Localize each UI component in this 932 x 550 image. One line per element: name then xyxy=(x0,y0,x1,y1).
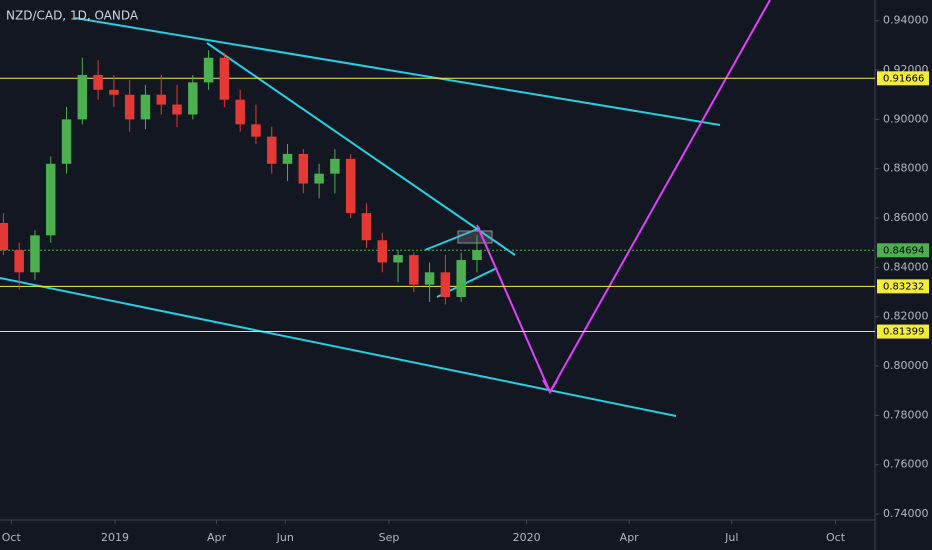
y-tick-label: 0.86000 xyxy=(883,211,929,224)
candle-body xyxy=(172,104,182,115)
x-tick-label: Sep xyxy=(379,531,400,544)
candle-body xyxy=(267,136,277,164)
arrow-head xyxy=(542,379,558,394)
x-tick-label: Apr xyxy=(207,531,227,544)
drawings xyxy=(0,0,771,417)
trend-line xyxy=(206,42,516,256)
candle-body xyxy=(409,255,419,285)
trend-line xyxy=(74,17,721,126)
candle-body xyxy=(109,89,119,95)
chart-title: NZD/CAD, 1D, OANDA xyxy=(6,9,139,23)
candle-body xyxy=(30,235,40,273)
candle-body xyxy=(393,255,403,263)
x-tick-label: Jul xyxy=(724,531,738,544)
candle-body xyxy=(314,173,324,184)
candle-body xyxy=(156,94,166,105)
y-tick-label: 0.84000 xyxy=(883,260,929,273)
x-tick-label: Oct xyxy=(826,531,846,544)
overlay: 0.940000.920000.900000.880000.860000.840… xyxy=(0,14,929,544)
candle-body xyxy=(188,82,198,115)
candle-body xyxy=(46,163,56,236)
y-tick-label: 0.76000 xyxy=(883,458,929,471)
y-tick-label: 0.90000 xyxy=(883,112,929,125)
x-tick-label: Oct xyxy=(2,531,22,544)
candle-body xyxy=(219,57,230,100)
price-label-box xyxy=(877,243,929,258)
price-label: 0.91666 xyxy=(883,73,924,84)
trend-line xyxy=(424,227,481,251)
candle-body xyxy=(14,250,24,273)
price-label: 0.81399 xyxy=(883,327,924,338)
candle-body xyxy=(251,124,261,137)
highlight-box xyxy=(457,230,493,244)
candle-body xyxy=(361,213,372,241)
projection-path xyxy=(476,0,771,395)
candle-body xyxy=(424,272,435,285)
candle-body xyxy=(124,94,135,120)
x-tick-label: 2019 xyxy=(101,531,129,544)
candle-body xyxy=(93,74,103,90)
candle-body xyxy=(282,153,293,164)
candle-body xyxy=(456,260,466,298)
candle-body xyxy=(61,119,72,164)
price-label: 0.84694 xyxy=(883,245,924,256)
y-tick-label: 0.78000 xyxy=(883,408,929,421)
price-label-box xyxy=(877,279,929,294)
candle-body xyxy=(0,222,9,251)
candle-body xyxy=(235,99,245,125)
candle-body xyxy=(203,57,214,83)
candle-body xyxy=(140,94,151,120)
candle-body xyxy=(330,158,340,174)
candle-body xyxy=(472,250,482,260)
y-tick-label: 0.74000 xyxy=(883,507,929,520)
candle-body xyxy=(345,158,356,214)
price-label-box xyxy=(877,324,929,339)
candle-body xyxy=(298,153,309,184)
y-tick-label: 0.82000 xyxy=(883,310,929,323)
x-tick-label: Jun xyxy=(276,531,294,544)
candle-body xyxy=(377,240,387,263)
y-tick-label: 0.94000 xyxy=(883,14,929,27)
candle-body xyxy=(440,272,451,298)
candle-body xyxy=(77,74,88,120)
x-tick-label: 2020 xyxy=(513,531,541,544)
price-label: 0.83232 xyxy=(883,281,924,292)
price-label-box xyxy=(877,71,929,86)
trend-line xyxy=(0,277,677,417)
y-tick-label: 0.80000 xyxy=(883,359,929,372)
y-tick-label: 0.88000 xyxy=(883,162,929,175)
x-tick-label: Apr xyxy=(620,531,640,544)
